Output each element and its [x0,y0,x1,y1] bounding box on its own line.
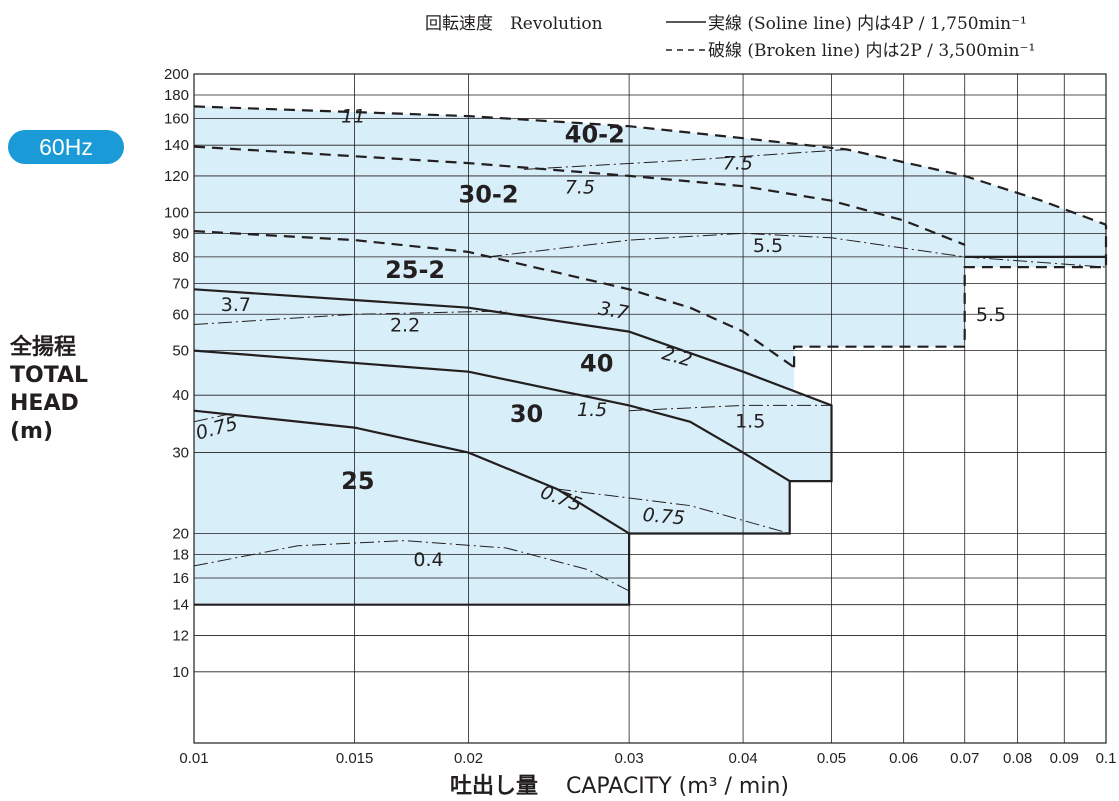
boundary-layer [193,105,1108,606]
y-tick-label: 12 [172,627,189,644]
region-25-2 [194,231,832,406]
boundary-line-solid [193,349,791,535]
y-tick-label: 50 [172,343,189,360]
x-axis-label-en: CAPACITY (m³ / min) [566,774,789,799]
region-40-2 [194,106,1106,268]
y-tick-label: 40 [172,387,189,404]
y-tick-label: 200 [164,66,189,83]
x-tick-label: 0.07 [950,750,979,767]
region-40 [194,289,832,482]
y-tick-label: 140 [164,137,189,154]
x-tick-label: 0.06 [889,750,918,767]
y-tick-label: 18 [172,547,189,564]
tick-layer: 0.01 0.015 0.02 0.03 0.04 0.05 0.06 0.07 0.08 0.0… [164,66,1116,767]
y-tick-label: 80 [172,249,189,266]
x-axis-label-jp: 吐出し量 [450,774,539,799]
kw-label: 2.2 [390,315,420,337]
kw-label: 3.7 [221,294,251,316]
y-tick-label: 90 [172,225,189,242]
regions-layer [194,106,1106,605]
x-tick-label: 0.02 [454,750,483,767]
y-axis-label-jp: 全揚程 [10,335,77,360]
kw-line-layer [193,149,1107,592]
kw-line [487,232,1107,268]
x-tick-label: 0.05 [817,750,846,767]
y-tick-label: 30 [172,445,189,462]
model-label-40-2: 40-2 [565,120,625,148]
model-label-30-2: 30-2 [459,181,519,209]
boundary-line-solid [193,288,833,483]
kw-label: 1.5 [577,399,607,421]
y-axis-label: 全揚程 TOTAL HEAD (m) [10,334,88,446]
legend-broken-text: 破線 (Broken line) 内は2P / 3,500min⁻¹ [708,41,1035,61]
y-tick-label: 14 [172,597,189,614]
kw-label: 5.5 [753,235,783,257]
kw-line [193,310,507,325]
kw-label: 7.5 [723,152,753,174]
y-tick-label: 10 [172,664,189,681]
kw-label: 3.7 [597,298,631,325]
y-axis-label-head: HEAD [10,391,79,416]
region-25 [194,410,630,605]
x-tick-label: 0.03 [615,750,644,767]
y-tick-label: 180 [164,87,189,104]
x-tick-label: 0.015 [336,750,374,767]
grid-layer [193,73,1107,744]
kw-label: 0.4 [413,549,443,571]
y-tick-label: 70 [172,276,189,293]
kw-line [629,404,832,412]
kw-line [556,488,790,534]
y-tick-label: 120 [164,168,189,185]
label-layer: 40-2 30-2 25-2 40 30 25 11 7.5 7.5 5.5 5.5 3.7 3.7 2.… [194,105,1007,571]
boundary-line-dashed [792,224,1108,368]
legend-solid-text: 実線 (Soline line) 内は4P / 1,750min⁻¹ [708,14,1027,34]
kw-label: 7.5 [565,176,595,198]
plot-frame [193,73,1107,744]
region-30 [194,350,790,534]
x-tick-label: 0.1 [1096,750,1117,767]
x-tick-label: 0.04 [728,750,757,767]
legend: 回転速度 Revolution 実線 (Soline line) 内は4P / … [425,14,1035,61]
kw-label: 5.5 [976,304,1006,326]
y-tick-label: 16 [172,570,189,587]
model-label-40: 40 [580,350,613,378]
boundary-line-dashed [193,230,795,369]
y-tick-label: 100 [164,204,189,221]
y-axis-label-unit: (m) [10,419,54,444]
boundary-line-dashed [193,105,1107,226]
kw-line [193,412,232,423]
kw-line [523,149,848,170]
x-tick-label: 0.08 [1003,750,1032,767]
y-tick-label: 60 [172,306,189,323]
y-tick-label: 20 [172,525,189,542]
model-label-25: 25 [341,467,374,495]
frequency-badge: 60Hz [8,130,124,164]
y-tick-label: 160 [164,111,189,128]
kw-label: 11 [341,105,365,127]
boundary-line-dashed [193,145,966,246]
kw-label: 0.75 [642,504,686,530]
x-tick-label: 0.01 [179,750,208,767]
x-axis-label: 吐出し量 CAPACITY (m³ / min) [0,768,1119,800]
model-label-25-2: 25-2 [385,256,445,284]
model-label-30: 30 [510,400,543,428]
y-axis-label-total: TOTAL [10,363,89,388]
legend-revolution-label: 回転速度 Revolution [425,14,603,34]
kw-label: 1.5 [735,411,765,433]
x-tick-label: 0.09 [1050,750,1079,767]
